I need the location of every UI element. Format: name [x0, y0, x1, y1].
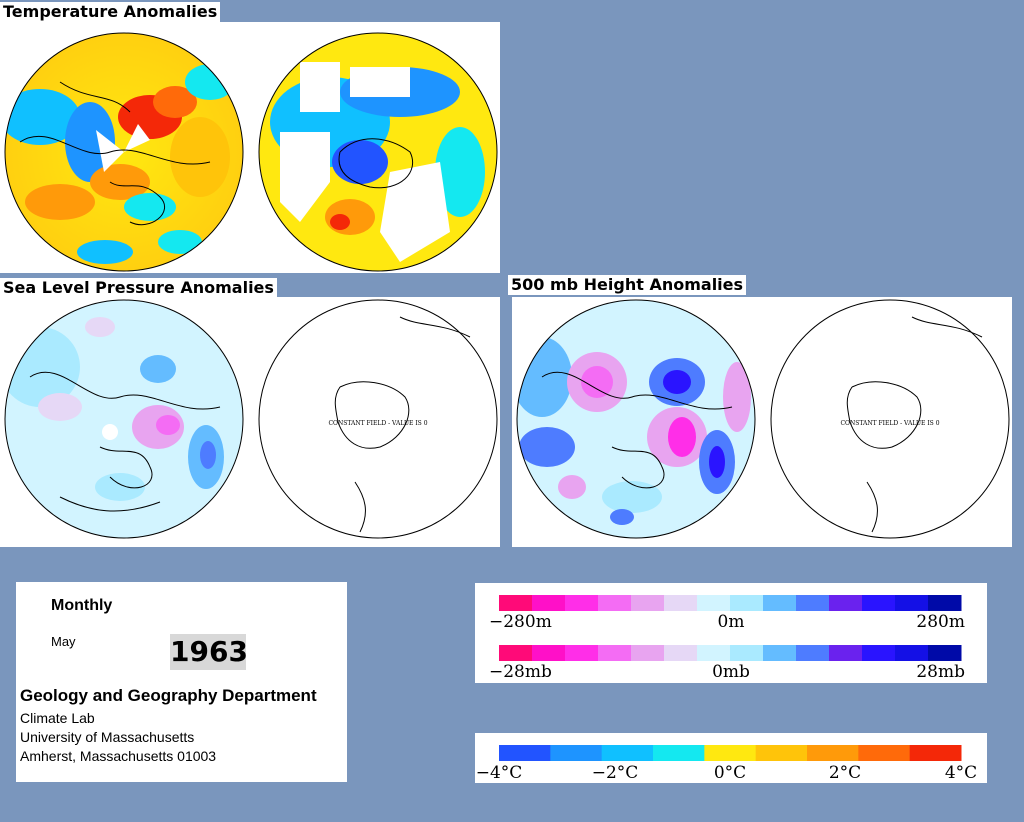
slp-panel: CONSTANT FIELD - VALUE IS 0 — [0, 297, 500, 547]
pressure-swatch — [928, 645, 962, 661]
height-swatch — [664, 595, 698, 611]
height-title: 500 mb Height Anomalies — [508, 275, 747, 295]
address-line-1: Climate Lab — [20, 710, 95, 726]
temp-label-1: −2°C — [592, 763, 639, 783]
height-swatch — [598, 595, 632, 611]
height-swatch — [829, 595, 863, 611]
height-swatch — [862, 595, 896, 611]
temperature-legend-box: −4°C −2°C 0°C 2°C 4°C — [475, 733, 987, 783]
month-label: May — [51, 634, 76, 649]
pressure-label-mid: 0mb — [712, 662, 750, 682]
temperature-swatch — [755, 745, 808, 761]
temp-label-3: 2°C — [829, 763, 861, 783]
height-label-mid: 0m — [718, 612, 745, 632]
temperature-swatch — [704, 745, 757, 761]
temperature-swatch — [653, 745, 705, 761]
slp-title: Sea Level Pressure Anomalies — [0, 278, 277, 298]
info-box: Monthly May 1963 Geology and Geography D… — [16, 582, 347, 782]
temp-map-south — [259, 33, 497, 271]
department-label: Geology and Geography Department — [20, 686, 317, 705]
height-swatch — [928, 595, 962, 611]
height-swatch — [631, 595, 665, 611]
year-label: 1963 — [170, 634, 248, 670]
anomaly-legend-box: −280m 0m 280m −28mb 0mb 28mb — [475, 583, 987, 683]
height-swatch — [532, 595, 566, 611]
temperature-panel — [0, 22, 500, 273]
height-maps: CONSTANT FIELD - VALUE IS 0 — [516, 299, 1010, 539]
temp-label-2: 0°C — [714, 763, 746, 783]
pressure-swatch — [499, 645, 533, 661]
pressure-swatch — [730, 645, 764, 661]
temperature-colorbar — [499, 745, 962, 761]
pressure-swatch — [763, 645, 797, 661]
height-swatch — [697, 595, 731, 611]
height-map-south: CONSTANT FIELD - VALUE IS 0 — [770, 299, 1010, 539]
temperature-swatch — [909, 745, 962, 761]
pressure-swatch — [532, 645, 566, 661]
address-line-3: Amherst, Massachusetts 01003 — [20, 748, 217, 764]
temp-label-4: 4°C — [945, 763, 977, 783]
slp-constant-label: CONSTANT FIELD - VALUE IS 0 — [328, 420, 427, 427]
height-constant-label: CONSTANT FIELD - VALUE IS 0 — [840, 420, 939, 427]
pressure-swatch — [829, 645, 863, 661]
slp-map-north — [5, 300, 243, 538]
temperature-swatch — [499, 745, 551, 761]
height-swatch — [730, 595, 764, 611]
height-map-north — [517, 300, 755, 538]
pressure-swatch — [565, 645, 599, 661]
height-label-max: 280m — [916, 612, 965, 632]
pressure-swatch — [862, 645, 896, 661]
height-swatch — [763, 595, 797, 611]
pressure-label-min: −28mb — [489, 662, 552, 682]
period-label: Monthly — [51, 597, 113, 614]
height-colorbar — [499, 595, 962, 611]
height-swatch — [796, 595, 830, 611]
height-swatch — [499, 595, 533, 611]
height-swatch — [565, 595, 599, 611]
temperature-swatch — [858, 745, 911, 761]
pressure-swatch — [598, 645, 632, 661]
temp-map-north — [5, 33, 243, 271]
pressure-swatch — [631, 645, 665, 661]
address-line-2: University of Massachusetts — [20, 729, 195, 745]
height-swatch — [895, 595, 929, 611]
temperature-swatch — [807, 745, 859, 761]
temperature-maps — [4, 32, 498, 272]
temperature-swatch — [550, 745, 603, 761]
pressure-swatch — [664, 645, 698, 661]
slp-map-south: CONSTANT FIELD - VALUE IS 0 — [258, 299, 498, 539]
height-label-min: −280m — [489, 612, 552, 632]
pressure-swatch — [895, 645, 929, 661]
pressure-label-max: 28mb — [916, 662, 965, 682]
slp-maps: CONSTANT FIELD - VALUE IS 0 — [4, 299, 498, 539]
temperature-legend: −4°C −2°C 0°C 2°C 4°C — [476, 745, 977, 783]
temp-label-0: −4°C — [476, 763, 523, 783]
temperature-title: Temperature Anomalies — [0, 2, 221, 22]
temperature-swatch — [601, 745, 654, 761]
pressure-colorbar — [499, 645, 962, 661]
height-panel: CONSTANT FIELD - VALUE IS 0 — [512, 297, 1012, 547]
pressure-swatch — [697, 645, 731, 661]
anomaly-legend: −280m 0m 280m −28mb 0mb 28mb — [489, 595, 965, 682]
pressure-swatch — [796, 645, 830, 661]
